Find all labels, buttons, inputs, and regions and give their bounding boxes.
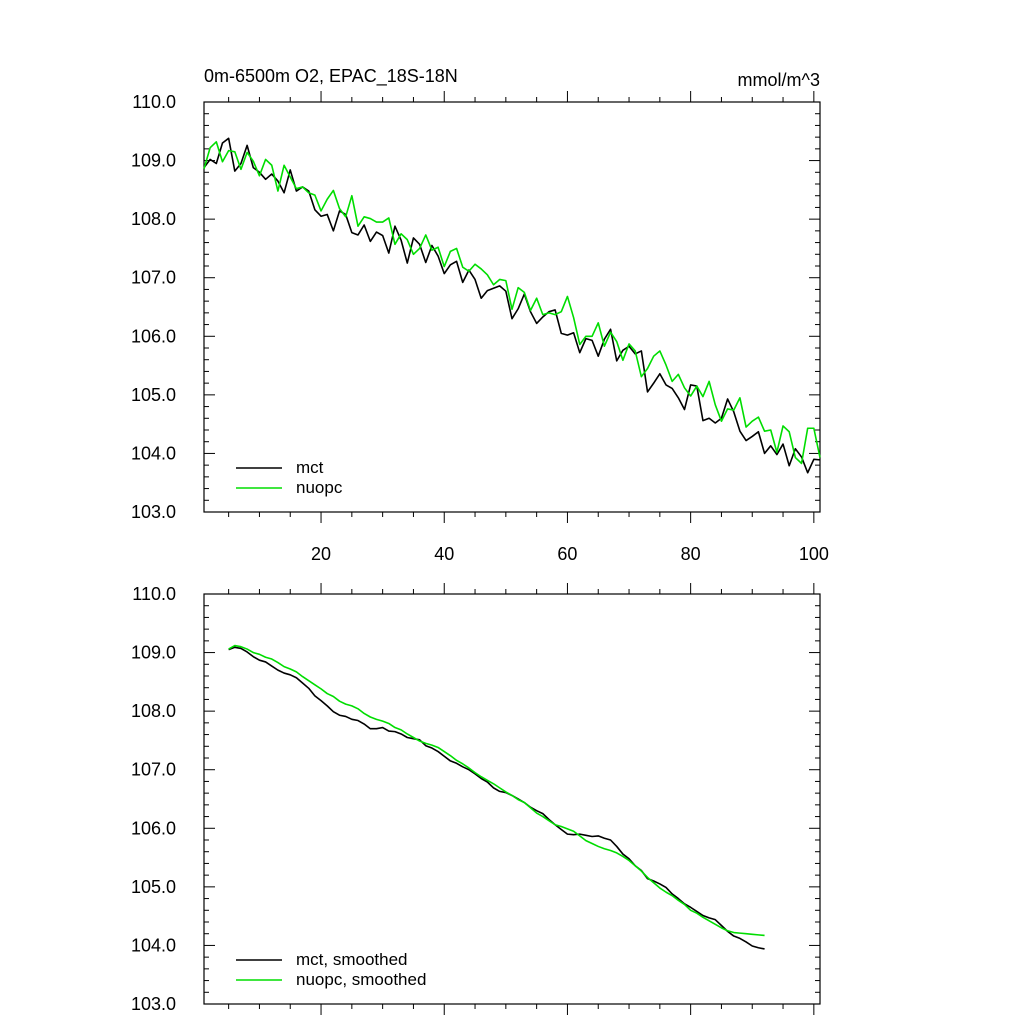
legend-label: mct, smoothed xyxy=(296,950,408,969)
series-group xyxy=(203,137,821,474)
y-tick-label: 103.0 xyxy=(131,994,176,1014)
series-line-nuopc xyxy=(203,141,821,465)
y-tick-label: 104.0 xyxy=(131,443,176,463)
y-tick-label: 105.0 xyxy=(131,385,176,405)
x-tick-label: 80 xyxy=(681,544,701,564)
y-tick-label: 104.0 xyxy=(131,935,176,955)
y-tick-label: 106.0 xyxy=(131,818,176,838)
top-panel: 0m-6500m O2, EPAC_18S-18N mmol/m^3 103.0… xyxy=(131,66,829,564)
y-tick-label: 105.0 xyxy=(131,877,176,897)
y-tick-label: 103.0 xyxy=(131,502,176,522)
y-tick-label: 110.0 xyxy=(132,92,176,112)
y-tick-label: 108.0 xyxy=(131,209,176,229)
units-label: mmol/m^3 xyxy=(738,70,820,90)
legend-label: nuopc, smoothed xyxy=(296,970,426,989)
x-tick-label: 20 xyxy=(311,544,331,564)
y-tick-label: 109.0 xyxy=(131,151,176,171)
series-line-nuopc xyxy=(228,644,765,937)
series-line-mct xyxy=(228,646,765,950)
plot-frame xyxy=(203,593,821,1005)
axes: 103.0 104.0 105.0 106.0 107.0 108.0 109.0 110.0 xyxy=(131,583,820,1015)
y-tick-label: 107.0 xyxy=(131,760,176,780)
x-tick-label: 60 xyxy=(557,544,577,564)
series-line-mct xyxy=(203,137,821,474)
y-tick-label: 108.0 xyxy=(131,701,176,721)
x-tick-label: 100 xyxy=(799,544,829,564)
x-tick-label: 40 xyxy=(434,544,454,564)
plot-frame xyxy=(203,101,821,513)
y-tick-label: 106.0 xyxy=(131,326,176,346)
chart-title: 0m-6500m O2, EPAC_18S-18N xyxy=(204,66,458,87)
y-tick-label: 109.0 xyxy=(131,643,176,663)
legend-label: nuopc xyxy=(296,478,343,497)
y-tick-label: 110.0 xyxy=(132,584,176,604)
bottom-panel: 103.0 104.0 105.0 106.0 107.0 108.0 109.0 110.0… xyxy=(131,583,821,1015)
y-tick-label: 107.0 xyxy=(131,268,176,288)
series-group xyxy=(228,644,765,950)
axes: 103.0 104.0 105.0 106.0 107.0 108.0 109.0 110.0… xyxy=(131,91,829,564)
legend-label: mct xyxy=(296,458,324,477)
